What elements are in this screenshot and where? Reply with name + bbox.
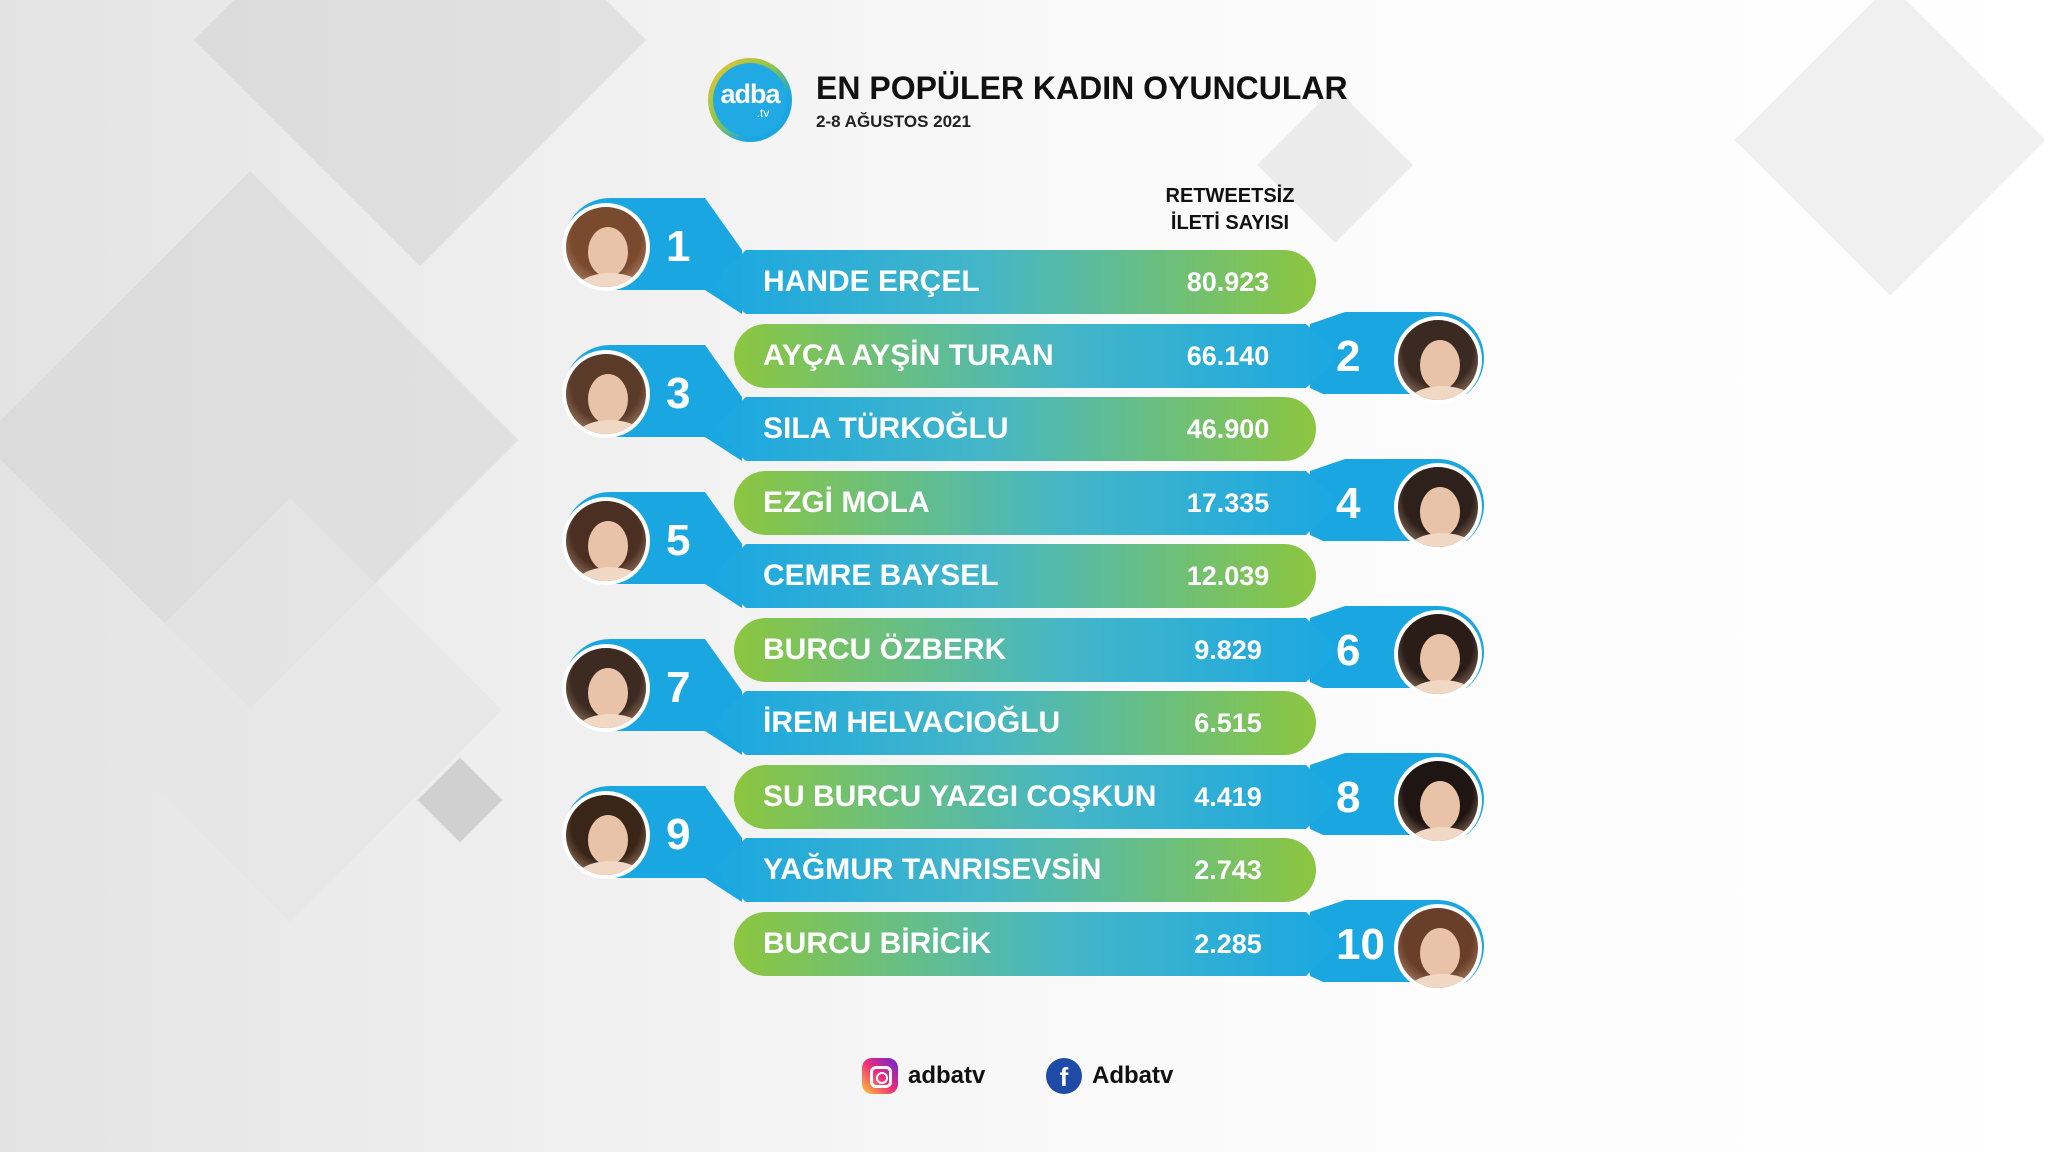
actress-photo — [562, 791, 650, 879]
actress-name: AYÇA AYŞİN TURAN — [763, 339, 1054, 372]
instagram-link[interactable]: adbatv — [862, 1058, 985, 1094]
rank-number: 9 — [666, 810, 691, 859]
ranking-row: BURCU ÖZBERK 9.829 6 — [0, 606, 2048, 698]
rank-number: 10 — [1336, 920, 1385, 969]
bar — [712, 691, 1316, 755]
rank-number: 7 — [666, 663, 691, 712]
value-column-header-line2: İLETİ SAYISI — [1170, 212, 1290, 234]
ranking-row: SU BURCU YAZGI COŞKUN 4.419 8 — [0, 753, 2048, 845]
adba-logo: adba .tv — [708, 58, 792, 142]
bar — [734, 765, 1340, 829]
page-title: EN POPÜLER KADIN OYUNCULAR — [816, 70, 1348, 106]
actress-photo — [1394, 316, 1482, 404]
actress-name: İREM HELVACIOĞLU — [763, 706, 1061, 739]
rank-number: 8 — [1336, 773, 1361, 822]
actress-photo — [1394, 610, 1482, 698]
bar — [734, 471, 1340, 535]
ranking-row: EZGİ MOLA 17.335 4 — [0, 459, 2048, 551]
ranking-row: YAĞMUR TANRISEVSİN 2.743 9 — [0, 786, 2048, 908]
actress-photo — [1394, 757, 1482, 845]
facebook-icon: f — [1046, 1058, 1082, 1094]
actress-name: CEMRE BAYSEL — [763, 559, 999, 592]
bar — [734, 618, 1340, 682]
actress-photo — [1394, 904, 1482, 992]
actress-name: SILA TÜRKOĞLU — [763, 412, 1009, 445]
footer: adbatv f Adbatv — [0, 1058, 2048, 1098]
actress-name: YAĞMUR TANRISEVSİN — [763, 853, 1102, 886]
ranking-row: SILA TÜRKOĞLU 46.900 3 — [0, 345, 2048, 467]
logo-word: adba — [720, 79, 780, 109]
actress-photo — [562, 644, 650, 732]
facebook-handle: Adbatv — [1092, 1062, 1174, 1089]
rank-number: 2 — [1336, 332, 1361, 381]
instagram-icon — [862, 1058, 898, 1094]
actress-photo — [562, 497, 650, 585]
post-count: 12.039 — [1186, 561, 1270, 591]
actress-photo — [562, 350, 650, 438]
post-count: 2.285 — [1194, 929, 1262, 959]
actress-name: HANDE ERÇEL — [763, 265, 980, 298]
page-subtitle: 2-8 AĞUSTOS 2021 — [816, 112, 971, 131]
facebook-link[interactable]: f Adbatv — [1046, 1058, 1173, 1094]
actress-name: BURCU ÖZBERK — [763, 633, 1007, 666]
post-count: 2.743 — [1194, 855, 1262, 885]
logo-tv: .tv — [756, 106, 770, 120]
rank-number: 3 — [666, 369, 691, 418]
ranking-row: AYÇA AYŞİN TURAN 66.140 2 — [0, 312, 2048, 404]
value-column-header-line1: RETWEETSİZ — [1165, 185, 1295, 207]
actress-name: BURCU BİRİCİK — [763, 927, 992, 960]
post-count: 17.335 — [1186, 488, 1270, 518]
ranking-row: HANDE ERÇEL 80.923 1 — [0, 198, 2048, 320]
bar — [712, 250, 1316, 314]
post-count: 4.419 — [1194, 782, 1262, 812]
instagram-handle: adbatv — [908, 1062, 986, 1089]
bar — [712, 838, 1316, 902]
post-count: 46.900 — [1186, 414, 1270, 444]
rank-number: 1 — [666, 222, 691, 271]
rank-number: 6 — [1336, 626, 1361, 675]
post-count: 80.923 — [1186, 267, 1270, 297]
bar — [712, 544, 1316, 608]
post-count: 6.515 — [1194, 708, 1262, 738]
bar — [712, 397, 1316, 461]
bar — [734, 324, 1340, 388]
post-count: 66.140 — [1186, 341, 1270, 371]
rank-number: 5 — [666, 516, 691, 565]
ranking-row: BURCU BİRİCİK 2.285 10 — [0, 900, 2048, 992]
post-count: 9.829 — [1194, 635, 1262, 665]
ranking-row: İREM HELVACIOĞLU 6.515 7 — [0, 639, 2048, 761]
actress-photo — [562, 203, 650, 291]
rank-number: 4 — [1336, 479, 1361, 528]
actress-photo — [1394, 463, 1482, 551]
ranking-row: CEMRE BAYSEL 12.039 5 — [0, 492, 2048, 614]
bar — [734, 912, 1340, 976]
value-column-header: RETWEETSİZ İLETİ SAYISI — [1130, 183, 1330, 237]
actress-name: SU BURCU YAZGI COŞKUN — [763, 780, 1157, 813]
header: adba .tv EN POPÜLER KADIN OYUNCULAR 2-8 … — [708, 58, 1408, 148]
actress-name: EZGİ MOLA — [763, 486, 930, 519]
